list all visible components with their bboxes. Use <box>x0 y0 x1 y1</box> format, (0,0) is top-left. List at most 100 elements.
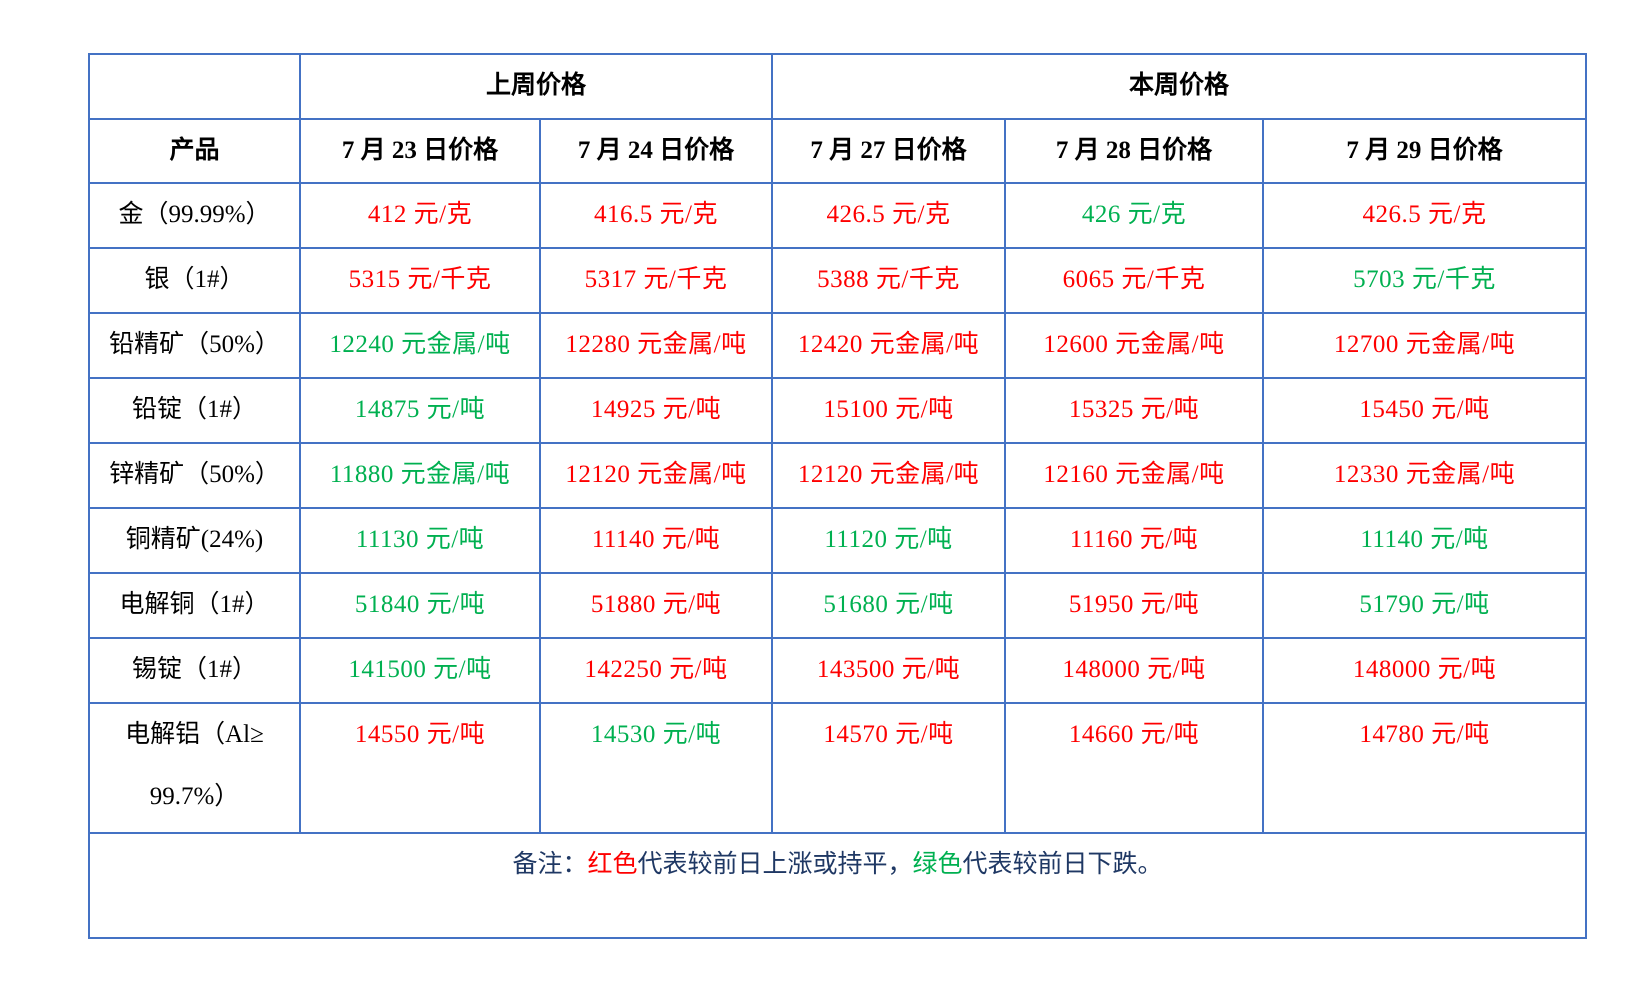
price-cell: 416.5 元/克 <box>538 182 774 249</box>
price-cell: 12120 元金属/吨 <box>538 442 774 509</box>
product-cell: 锌精矿（50%） <box>88 442 301 509</box>
price-cell: 5388 元/千克 <box>771 247 1007 314</box>
table-row-electrolytic-copper: 电解铜（1#） 51840 元/吨 51880 元/吨 51680 元/吨 51… <box>88 572 1588 639</box>
price-cell: 12600 元金属/吨 <box>1004 312 1265 379</box>
price-value: 15450 元/吨 <box>1359 396 1490 423</box>
note-green-word: 绿色 <box>912 851 963 878</box>
price-cell: 5703 元/千克 <box>1262 247 1588 314</box>
price-value: 141500 元/吨 <box>348 656 492 683</box>
price-value: 426.5 元/克 <box>826 201 951 228</box>
price-value: 12700 元金属/吨 <box>1333 331 1516 358</box>
price-cell: 5315 元/千克 <box>299 247 541 314</box>
price-cell: 11130 元/吨 <box>299 507 541 574</box>
price-value: 12120 元金属/吨 <box>797 461 980 488</box>
price-value: 14925 元/吨 <box>590 396 722 423</box>
price-cell: 14875 元/吨 <box>299 377 541 444</box>
price-cell: 11160 元/吨 <box>1004 507 1265 574</box>
price-cell: 426.5 元/克 <box>771 182 1007 249</box>
table-row-copper-concentrate: 铜精矿(24%) 11130 元/吨 11140 元/吨 11120 元/吨 1… <box>88 507 1588 574</box>
price-cell: 14780 元/吨 <box>1262 702 1588 834</box>
price-cell: 426.5 元/克 <box>1262 182 1588 249</box>
price-cell: 148000 元/吨 <box>1262 637 1588 704</box>
price-cell: 14660 元/吨 <box>1004 702 1265 834</box>
price-cell: 12280 元金属/吨 <box>538 312 774 379</box>
product-cell: 铅锭（1#） <box>88 377 301 444</box>
price-cell: 15450 元/吨 <box>1262 377 1588 444</box>
note-green-meaning: 代表较前日下跌。 <box>962 851 1163 878</box>
last-week-group-header: 上周价格 <box>298 53 774 120</box>
product-cell: 铜精矿(24%) <box>88 507 301 574</box>
table-row-electrolytic-aluminum: 电解铝（Al≥ 99.7%） 14550 元/吨 14530 元/吨 14570… <box>88 702 1588 834</box>
price-value: 51880 元/吨 <box>590 591 722 618</box>
note-red-meaning: 代表较前日上涨或持平， <box>637 851 913 878</box>
price-value: 14780 元/吨 <box>1359 721 1490 748</box>
price-cell: 426 元/克 <box>1004 182 1265 249</box>
price-value: 51950 元/吨 <box>1068 591 1200 618</box>
price-value: 12280 元金属/吨 <box>565 331 747 358</box>
note-red-word: 红色 <box>587 851 638 878</box>
price-cell: 141500 元/吨 <box>299 637 541 704</box>
price-cell: 12160 元金属/吨 <box>1004 442 1265 509</box>
price-value: 6065 元/千克 <box>1062 266 1206 293</box>
price-value: 12160 元金属/吨 <box>1043 461 1225 488</box>
date-header-row: 产品 7 月 23 日价格 7 月 24 日价格 7 月 27 日价格 7 月 … <box>88 118 1588 184</box>
product-column-header: 产品 <box>88 118 301 184</box>
price-value: 426.5 元/克 <box>1362 201 1487 228</box>
product-cell: 锡锭（1#） <box>88 637 301 704</box>
price-value: 12120 元金属/吨 <box>565 461 747 488</box>
price-cell: 142250 元/吨 <box>538 637 774 704</box>
price-value: 5703 元/千克 <box>1353 266 1496 293</box>
price-cell: 11120 元/吨 <box>771 507 1007 574</box>
date-column-header-jul28: 7 月 28 日价格 <box>1004 118 1265 184</box>
price-value: 5315 元/千克 <box>348 266 492 293</box>
price-cell: 12700 元金属/吨 <box>1262 312 1588 379</box>
price-value: 11880 元金属/吨 <box>329 461 511 488</box>
price-cell: 12420 元金属/吨 <box>771 312 1007 379</box>
price-cell: 14530 元/吨 <box>538 702 774 834</box>
price-cell: 14550 元/吨 <box>299 702 541 834</box>
price-value: 11140 元/吨 <box>1360 526 1489 553</box>
price-value: 5388 元/千克 <box>817 266 960 293</box>
price-value: 14660 元/吨 <box>1068 721 1200 748</box>
blank-corner-cell <box>88 53 301 120</box>
price-value: 11160 元/吨 <box>1069 526 1199 553</box>
week-group-header-row: 上周价格 本周价格 <box>88 53 1588 120</box>
price-cell: 143500 元/吨 <box>771 637 1007 704</box>
price-value: 5317 元/千克 <box>584 266 728 293</box>
price-cell: 51950 元/吨 <box>1004 572 1265 639</box>
price-value: 148000 元/吨 <box>1352 656 1497 683</box>
this-week-group-header: 本周价格 <box>771 53 1588 120</box>
price-value: 148000 元/吨 <box>1062 656 1206 683</box>
table-row-tin-ingot: 锡锭（1#） 141500 元/吨 142250 元/吨 143500 元/吨 … <box>88 637 1588 704</box>
price-value: 11120 元/吨 <box>824 526 953 553</box>
price-value: 51840 元/吨 <box>354 591 486 618</box>
table-row-gold: 金（99.99%） 412 元/克 416.5 元/克 426.5 元/克 42… <box>88 182 1588 249</box>
price-value: 12420 元金属/吨 <box>797 331 980 358</box>
product-cell: 电解铝（Al≥ 99.7%） <box>88 702 301 834</box>
price-value: 51680 元/吨 <box>823 591 954 618</box>
table-row-silver: 银（1#） 5315 元/千克 5317 元/千克 5388 元/千克 6065… <box>88 247 1588 314</box>
table-row-lead-ingot: 铅锭（1#） 14875 元/吨 14925 元/吨 15100 元/吨 153… <box>88 377 1588 444</box>
price-value: 12330 元金属/吨 <box>1333 461 1516 488</box>
price-value: 11130 元/吨 <box>355 526 485 553</box>
price-value: 12600 元金属/吨 <box>1043 331 1225 358</box>
price-value: 14530 元/吨 <box>590 721 722 748</box>
date-column-header-jul29: 7 月 29 日价格 <box>1262 118 1588 184</box>
product-cell: 铅精矿（50%） <box>88 312 301 379</box>
table-row-zinc-concentrate: 锌精矿（50%） 11880 元金属/吨 12120 元金属/吨 12120 元… <box>88 442 1588 509</box>
product-cell: 银（1#） <box>88 247 301 314</box>
product-cell: 电解铜（1#） <box>88 572 301 639</box>
price-cell: 11880 元金属/吨 <box>299 442 541 509</box>
price-value: 426 元/克 <box>1081 201 1187 228</box>
note-cell: 备注：红色代表较前日上涨或持平，绿色代表较前日下跌。 <box>87 832 1588 939</box>
price-cell: 148000 元/吨 <box>1004 637 1265 704</box>
price-cell: 51790 元/吨 <box>1262 572 1588 639</box>
price-value: 15325 元/吨 <box>1068 396 1200 423</box>
table-row-lead-concentrate: 铅精矿（50%） 12240 元金属/吨 12280 元金属/吨 12420 元… <box>88 312 1588 379</box>
date-column-header-jul27: 7 月 27 日价格 <box>771 118 1007 184</box>
price-cell: 6065 元/千克 <box>1004 247 1265 314</box>
date-column-header-jul24: 7 月 24 日价格 <box>538 118 774 184</box>
price-cell: 412 元/克 <box>299 182 541 249</box>
price-value: 14550 元/吨 <box>354 721 486 748</box>
